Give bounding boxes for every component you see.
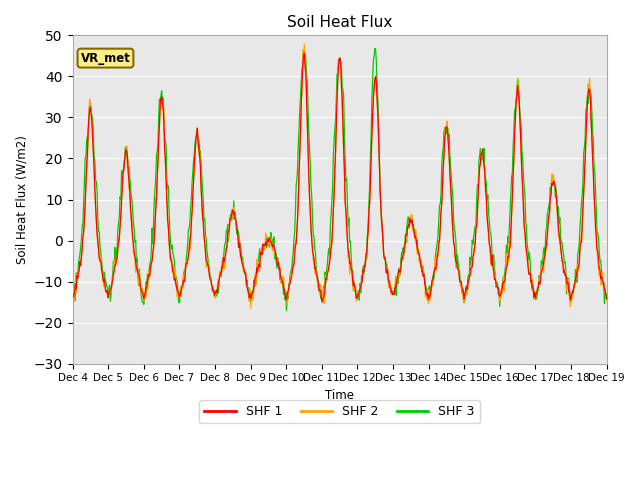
- Legend: SHF 1, SHF 2, SHF 3: SHF 1, SHF 2, SHF 3: [200, 400, 480, 423]
- X-axis label: Time: Time: [325, 389, 354, 402]
- Text: VR_met: VR_met: [81, 52, 131, 65]
- Title: Soil Heat Flux: Soil Heat Flux: [287, 15, 392, 30]
- Y-axis label: Soil Heat Flux (W/m2): Soil Heat Flux (W/m2): [15, 135, 28, 264]
